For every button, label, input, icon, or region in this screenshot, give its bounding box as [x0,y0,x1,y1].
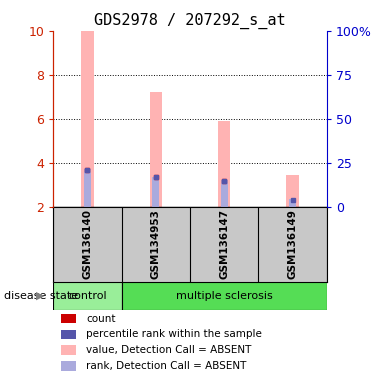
Bar [62,314,76,323]
Text: multiple sclerosis: multiple sclerosis [176,291,272,301]
Bar [53,282,122,310]
Bar [221,180,228,207]
Bar [84,169,91,207]
Text: value, Detection Call = ABSENT: value, Detection Call = ABSENT [86,345,252,355]
Text: GSM134953: GSM134953 [151,209,161,279]
Bar [62,329,76,339]
Bar [289,199,296,207]
Text: GSM136149: GSM136149 [288,209,298,279]
Bar [81,31,93,207]
Bar [62,361,76,371]
Text: control: control [68,291,107,301]
Text: count: count [86,314,116,324]
Bar [218,121,230,207]
Bar [152,177,159,207]
Text: rank, Detection Call = ABSENT: rank, Detection Call = ABSENT [86,361,246,371]
Text: disease state: disease state [4,291,78,301]
Title: GDS2978 / 207292_s_at: GDS2978 / 207292_s_at [94,13,286,29]
Text: GSM136147: GSM136147 [219,209,229,280]
Bar [62,345,76,355]
Text: ▶: ▶ [36,291,44,301]
Bar [287,175,299,207]
Text: GSM136140: GSM136140 [82,209,92,280]
Text: percentile rank within the sample: percentile rank within the sample [86,329,262,339]
Bar [150,92,162,207]
Bar [122,282,327,310]
